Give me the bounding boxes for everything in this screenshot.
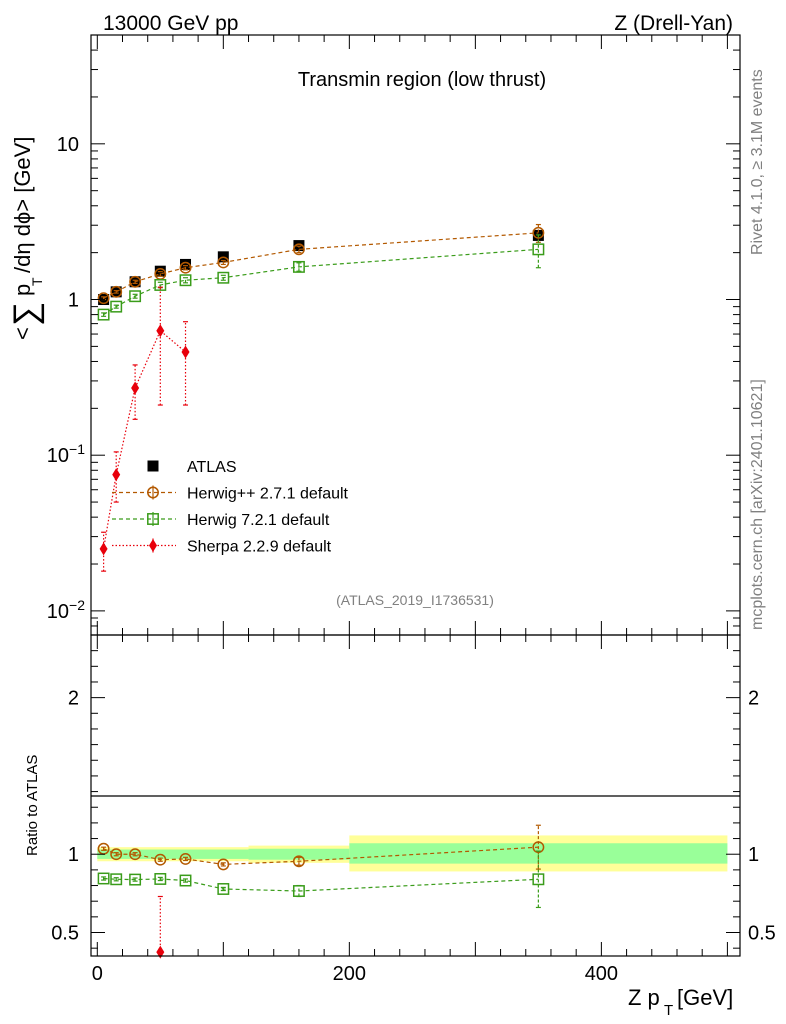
data-point-circle <box>292 243 305 256</box>
legend-label: Sherpa 2.2.9 default <box>187 539 332 556</box>
x-tick-label: 200 <box>333 963 366 985</box>
ratio-point-square <box>129 873 142 886</box>
data-point-diamond <box>99 542 108 556</box>
data-point-square <box>154 279 167 291</box>
ratio-point-circle <box>179 852 192 865</box>
data-point-square <box>97 308 110 321</box>
legend: ATLAS Herwig++ 2.7.1 default Herwig 7.2.1 … <box>112 459 349 556</box>
legend-marker-diamond <box>149 539 157 552</box>
svg-text:p: p <box>10 284 35 296</box>
data-point-diamond <box>181 345 190 359</box>
uncertainty-band-inner <box>97 849 249 859</box>
legend-marker-square <box>147 513 159 525</box>
series-line-diamond <box>103 329 186 550</box>
data-point-square <box>179 274 192 287</box>
data-point-square <box>110 300 123 313</box>
data-point-circle <box>179 261 192 274</box>
ratio-point-circle <box>217 858 230 871</box>
ratio-panel: 0.5 0.5 1 1 2 2 0 200 400 Ratio to ATLAS Z p T … <box>24 634 776 1019</box>
ratio-y-tick-label-right: 1 <box>748 844 759 866</box>
rivet-version-label: Rivet 4.1.0, ≥ 3.1M events <box>749 69 766 255</box>
data-point-circle <box>129 275 142 288</box>
svg-text:T: T <box>29 277 45 286</box>
data-point-diamond <box>112 468 121 482</box>
ratio-point-circle <box>110 848 123 861</box>
y-tick-label: 10−2 <box>47 597 85 623</box>
ratio-y-tick-label-right: 0.5 <box>748 923 776 945</box>
data-point-data <box>180 258 192 270</box>
data-point-circle <box>217 256 230 269</box>
ratio-point-square <box>110 873 123 886</box>
main-y-axis-label: < ∑ p T /dη dϕ> [GeV] <box>7 137 45 340</box>
data-point-circle <box>110 285 123 298</box>
legend-marker-data <box>147 460 159 472</box>
ratio-point-square <box>179 874 192 887</box>
svg-text:<: < <box>10 327 35 340</box>
main-x-ticks <box>96 35 728 635</box>
data-point-circle <box>97 292 110 305</box>
main-y-ticks: 10−2 10−1 1 10 <box>47 34 740 636</box>
svg-text:∑: ∑ <box>7 302 45 326</box>
ratio-line-square <box>103 877 539 892</box>
data-point-circle <box>532 226 545 239</box>
svg-text:T: T <box>664 1002 673 1019</box>
svg-text:[GeV]: [GeV] <box>677 985 733 1010</box>
mcplots-label: mcplots.cern.ch [arXiv:2401.10621] <box>749 379 766 630</box>
x-tick-label: 400 <box>585 963 618 985</box>
ratio-y-tick-label-left: 1 <box>68 844 79 866</box>
data-point-diamond <box>156 324 165 338</box>
data-point-diamond <box>131 381 140 395</box>
ratio-plot-frame <box>90 634 741 957</box>
y-tick-label: 10−1 <box>47 441 85 467</box>
data-point-square <box>532 243 545 256</box>
ratio-point-circle <box>292 855 305 868</box>
ratio-y-tick-label-left: 2 <box>68 688 79 710</box>
ratio-point-square <box>532 873 545 886</box>
ratio-y-ticks: 0.5 0.5 1 1 2 2 <box>51 650 776 949</box>
legend-label: ATLAS <box>187 459 237 476</box>
legend-marker-circle <box>147 486 159 499</box>
legend-label: Herwig++ 2.7.1 default <box>187 486 349 503</box>
main-series-layer <box>97 223 545 572</box>
svg-text:Z p: Z p <box>628 985 660 1010</box>
data-point-square <box>129 290 142 303</box>
data-point-square <box>217 271 230 284</box>
y-tick-label: 1 <box>68 290 79 312</box>
ratio-point-diamond <box>156 945 165 959</box>
data-point-square <box>292 260 305 273</box>
ratio-point-square <box>154 873 167 885</box>
ratio-bands-layer <box>97 835 728 872</box>
ratio-point-circle <box>129 848 142 861</box>
chart-title: Transmin region (low thrust) <box>298 69 546 91</box>
series-line-square <box>103 248 539 316</box>
series-line-circle <box>103 232 539 299</box>
ratio-point-square <box>97 872 110 885</box>
ratio-y-axis-label: Ratio to ATLAS <box>24 755 41 856</box>
ratio-point-square <box>292 885 305 897</box>
ratio-y-tick-label-right: 2 <box>748 688 759 710</box>
header-left: 13000 GeV pp <box>103 12 238 35</box>
ratio-line-circle <box>103 846 539 865</box>
ratio-point-square <box>217 883 230 895</box>
analysis-label: (ATLAS_2019_I1736531) <box>336 592 494 608</box>
svg-text:/dη dϕ> [GeV]: /dη dϕ> [GeV] <box>10 137 35 273</box>
x-tick-label: 0 <box>92 963 103 985</box>
y-tick-label: 10 <box>57 134 79 156</box>
ratio-point-circle <box>154 853 167 866</box>
uncertainty-band-inner <box>248 848 350 860</box>
ratio-y-tick-label-left: 0.5 <box>51 923 79 945</box>
header-right: Z (Drell-Yan) <box>614 12 733 35</box>
x-axis-label: Z p T [GeV] <box>628 985 733 1019</box>
ratio-x-ticks: 0 200 400 <box>92 635 728 985</box>
main-panel: 10−2 10−1 1 10 Transmin region (low thrust)… <box>7 34 741 636</box>
legend-label: Herwig 7.2.1 default <box>187 512 330 529</box>
data-point-data <box>293 240 305 252</box>
